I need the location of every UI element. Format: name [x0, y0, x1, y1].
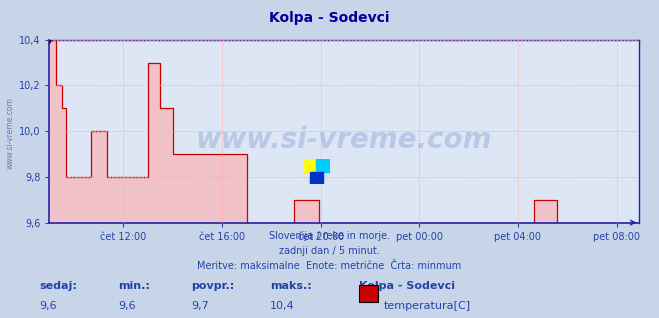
- Text: povpr.:: povpr.:: [191, 281, 235, 291]
- Text: 9,7: 9,7: [191, 301, 209, 310]
- Text: Slovenija / reke in morje.: Slovenija / reke in morje.: [269, 231, 390, 240]
- Text: temperatura[C]: temperatura[C]: [384, 301, 471, 310]
- Text: zadnji dan / 5 minut.: zadnji dan / 5 minut.: [279, 246, 380, 256]
- Text: Meritve: maksimalne  Enote: metrične  Črta: minmum: Meritve: maksimalne Enote: metrične Črta…: [198, 261, 461, 271]
- Text: 9,6: 9,6: [40, 301, 57, 310]
- Text: 10,4: 10,4: [270, 301, 295, 310]
- Text: sedaj:: sedaj:: [40, 281, 77, 291]
- Text: maks.:: maks.:: [270, 281, 312, 291]
- Bar: [303, 159, 316, 172]
- Text: min.:: min.:: [119, 281, 150, 291]
- Bar: [310, 172, 323, 184]
- Bar: [316, 159, 330, 172]
- Text: www.si-vreme.com: www.si-vreme.com: [196, 126, 492, 154]
- Text: Kolpa - Sodevci: Kolpa - Sodevci: [359, 281, 455, 291]
- Text: 9,6: 9,6: [119, 301, 136, 310]
- Text: www.si-vreme.com: www.si-vreme.com: [5, 98, 14, 169]
- Text: Kolpa - Sodevci: Kolpa - Sodevci: [270, 11, 389, 25]
